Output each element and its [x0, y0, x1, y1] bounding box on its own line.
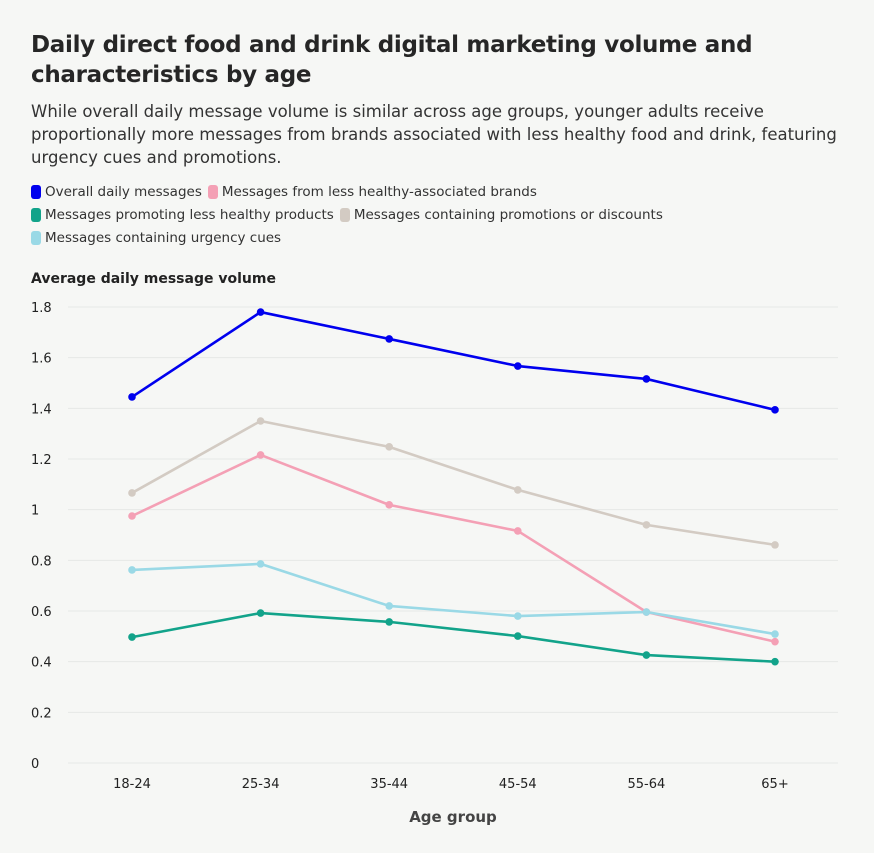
data-point: [771, 630, 779, 638]
legend-item: Messages promoting less healthy products: [31, 205, 334, 225]
data-point: [642, 521, 651, 529]
data-point: [385, 602, 394, 610]
series-line: [131, 310, 776, 412]
data-point: [128, 489, 136, 497]
x-tick-label: 25-34: [242, 777, 280, 792]
chart-title: Daily direct food and drink digital mark…: [31, 32, 753, 88]
data-point: [385, 335, 394, 343]
y-tick-label: 1.2: [31, 453, 52, 468]
legend-label: Messages promoting less healthy products: [45, 207, 334, 223]
data-point: [642, 375, 651, 383]
y-tick-label: 0.2: [31, 706, 52, 721]
x-tick-label: 18-24: [113, 777, 151, 792]
series-line: [131, 453, 776, 643]
legend-swatch: [31, 185, 41, 199]
data-point: [514, 612, 522, 620]
y-tick-label: 0: [31, 757, 39, 772]
data-point: [385, 443, 394, 451]
data-point: [514, 632, 522, 640]
x-axis-title: Age group: [409, 808, 497, 826]
data-point: [128, 393, 136, 401]
data-point: [771, 541, 779, 549]
legend-item: Messages containing promotions or discou…: [339, 205, 663, 225]
legend-swatch: [207, 185, 218, 199]
series-line: [131, 562, 776, 636]
data-point: [514, 527, 522, 535]
x-tick-label: 35-44: [370, 777, 408, 792]
legend-swatch: [339, 208, 350, 222]
legend-label: Overall daily messages: [45, 184, 202, 200]
y-tick-label: 0.6: [31, 605, 52, 620]
legend-item: Messages containing urgency cues: [31, 228, 281, 248]
data-point: [128, 566, 136, 574]
data-point: [256, 417, 265, 425]
data-point: [771, 657, 779, 666]
legend-label: Messages containing urgency cues: [45, 230, 282, 246]
y-tick-label: 1: [31, 504, 39, 519]
series-line: [131, 419, 776, 547]
y-tick-label: 0.8: [31, 554, 52, 569]
legend-item: Messages from less healthy-associated br…: [207, 182, 537, 202]
series-line: [131, 611, 776, 663]
data-point: [128, 633, 136, 641]
legend-swatch: [31, 231, 41, 245]
data-point: [256, 560, 265, 568]
chart-subtitle: While overall daily message volume is si…: [31, 102, 837, 167]
legend-swatch: [31, 208, 41, 222]
data-point: [128, 512, 136, 520]
data-point: [256, 609, 265, 617]
data-point: [256, 451, 265, 459]
data-point: [385, 618, 394, 626]
x-tick-label: 45-54: [499, 777, 537, 792]
y-axis-title: Average daily message volume: [31, 271, 276, 287]
legend-label: Messages containing promotions or discou…: [353, 207, 663, 223]
data-point: [771, 406, 779, 414]
x-tick-label: 65+: [761, 777, 788, 792]
legend: Overall daily messages Messages from less…: [31, 182, 751, 251]
data-point: [642, 651, 651, 659]
y-tick-label: 0.4: [31, 656, 52, 671]
data-point: [514, 362, 522, 370]
data-point: [256, 308, 265, 316]
data-point: [385, 501, 394, 509]
x-tick-label: 55-64: [628, 777, 666, 792]
legend-label: Messages from less healthy-associated br…: [221, 184, 537, 200]
y-tick-label: 1.6: [31, 352, 52, 367]
data-point: [771, 637, 779, 646]
data-point: [514, 486, 522, 494]
data-point: [642, 608, 651, 616]
legend-item: Overall daily messages: [31, 182, 202, 202]
y-tick-label: 1.8: [31, 301, 52, 316]
y-tick-label: 1.4: [31, 402, 52, 417]
